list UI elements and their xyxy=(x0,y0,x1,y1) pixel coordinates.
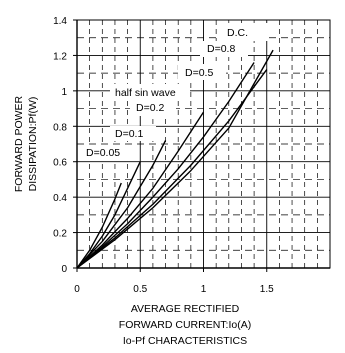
x-tick-label: 0.5 xyxy=(133,284,147,295)
annotation-d005: D=0.05 xyxy=(86,147,120,159)
d05-label-bg xyxy=(178,64,226,80)
annotation-d02: D=0.2 xyxy=(136,102,164,114)
d02-label-bg xyxy=(130,100,176,116)
dc-label-bg xyxy=(219,23,269,41)
d01-label-bg xyxy=(110,126,156,141)
axes xyxy=(73,19,331,272)
halfsin-label-bg xyxy=(110,84,190,100)
y-tick-label: 0.2 xyxy=(53,229,67,240)
annotation-half-sin-wave: half sin wave xyxy=(115,87,176,99)
x-axis-title-line1: AVERAGE RECTIFIED xyxy=(131,303,240,315)
x-tick-label: 0 xyxy=(74,284,80,295)
annotation-d08: D=0.8 xyxy=(207,43,235,55)
x-tick-label: 1 xyxy=(201,284,207,295)
series-line-d-0-8 xyxy=(76,69,268,269)
series-line-d-c xyxy=(76,49,274,269)
x-tick-label: 1.5 xyxy=(260,284,274,295)
y-tick-label: 0 xyxy=(61,264,67,275)
y-tick-label: 1.2 xyxy=(53,51,67,62)
series-line-d-0-5 xyxy=(76,62,255,269)
y-tick-label: 1.4 xyxy=(53,16,67,27)
y-tick-label: 0.6 xyxy=(53,158,67,169)
y-tick-label: 0.4 xyxy=(53,193,67,204)
chart-title: Io-Pf CHARACTERISTICS xyxy=(123,335,247,347)
y-axis-title-line2: DISSIPATION:Pf(W) xyxy=(27,97,39,192)
tick-labels: 0 0.5 1 1.5 0 0.2 0.4 0.6 0.8 1 1.2 1.4 xyxy=(53,16,274,295)
d005-label-bg xyxy=(83,145,135,161)
y-tick-label: 1 xyxy=(61,87,67,98)
series-line-half-sin-wave xyxy=(76,111,205,269)
annotation-dc: D.C. xyxy=(227,27,248,39)
annotation-d01: D=0.1 xyxy=(115,128,143,140)
y-tick-label: 0.8 xyxy=(53,122,67,133)
series-line-d-0-2 xyxy=(76,140,167,269)
series-line-d-0-05 xyxy=(76,182,122,269)
annotation-d05: D=0.5 xyxy=(185,67,213,79)
curves xyxy=(76,49,274,269)
x-axis-title-line2: FORWARD CURRENT:Io(A) xyxy=(119,319,251,331)
y-axis-title-line1: FORWARD POWER xyxy=(13,95,25,192)
d08-label-bg xyxy=(200,41,248,57)
